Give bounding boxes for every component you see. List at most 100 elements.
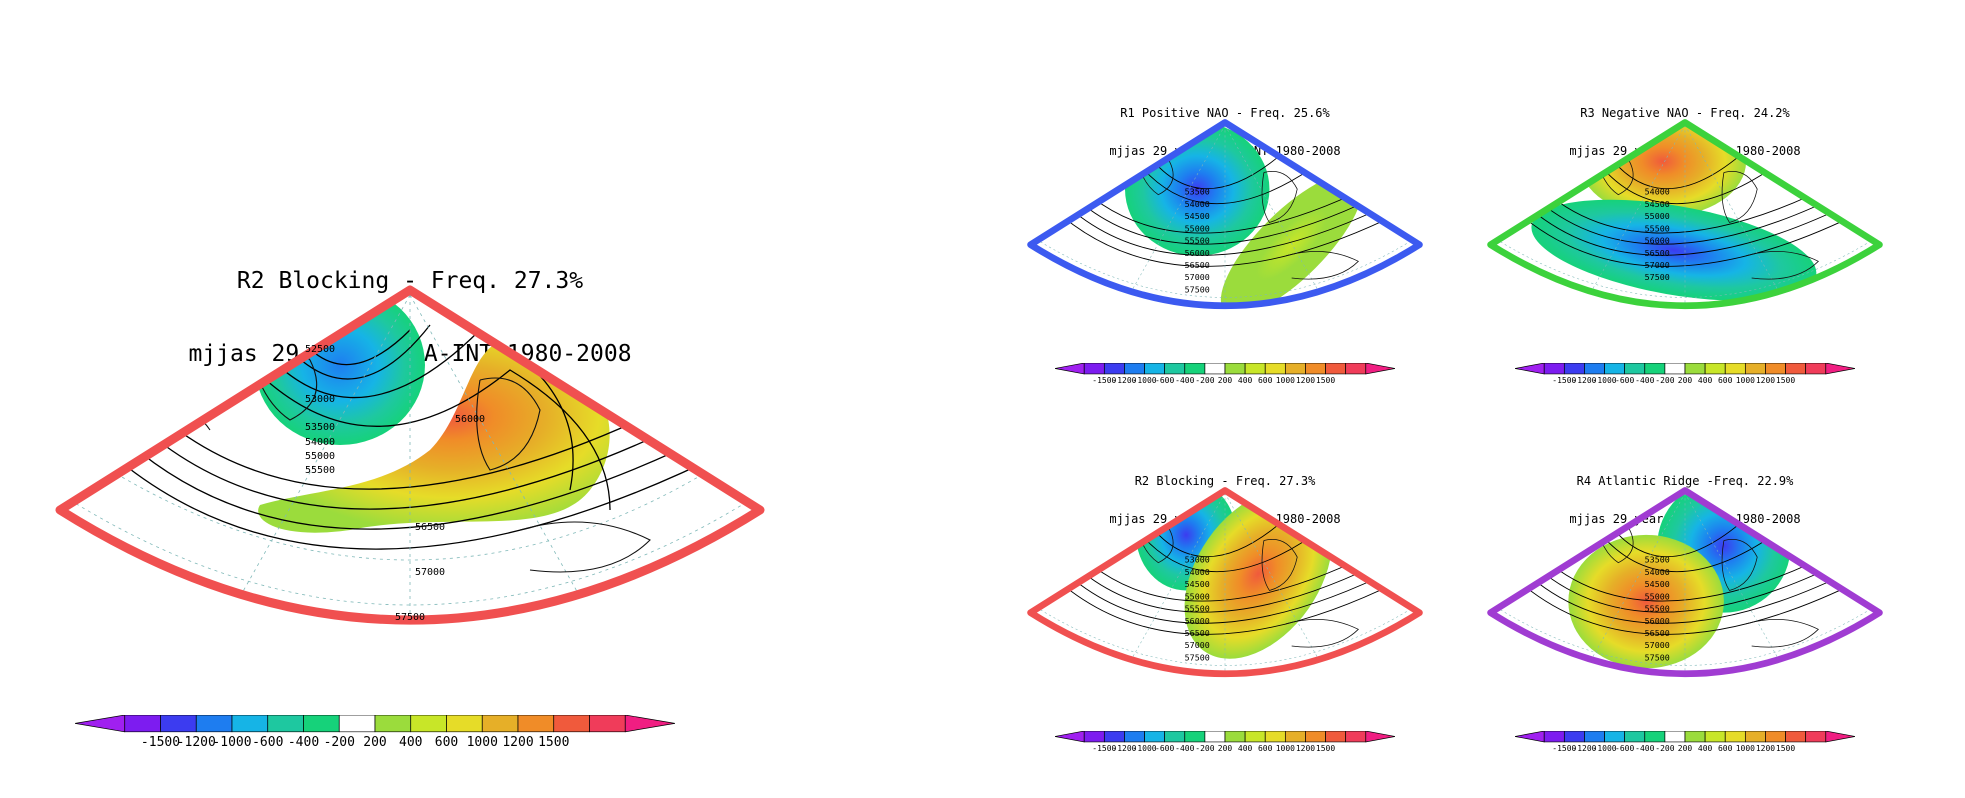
r2-colorbar: -1500-1200-1000-600 -400 -200 200 400 600 1000… — [1055, 731, 1395, 753]
r1-contour-label: 55500 — [1185, 236, 1210, 246]
r1-contour-label: 56000 — [1185, 248, 1210, 258]
main-colorbar-label: -1500 — [141, 735, 180, 750]
r3-colorbar-label: 600 — [1718, 376, 1733, 385]
r2-graticule — [1035, 493, 1415, 674]
main-contour-label: 53500 — [305, 422, 335, 433]
r2-map-frame — [1027, 487, 1423, 677]
r2-colorbar-swatch — [1345, 731, 1367, 743]
r3-contour-label: 54000 — [1645, 187, 1670, 197]
r2-contour-label: 55500 — [1185, 604, 1210, 614]
r3-colorbar-swatch — [1744, 363, 1766, 375]
r4-contour-label: 55500 — [1645, 604, 1670, 614]
r2-colorbar-swatch — [1124, 731, 1145, 743]
r3-colorbar-swatch — [1624, 363, 1646, 375]
r3-contour-label: 56500 — [1645, 248, 1670, 258]
main-colorbar-swatch — [267, 715, 304, 733]
r2-title-line1: R2 Blocking - Freq. 27.3% — [1134, 474, 1316, 489]
r2-contour-label: 57000 — [1185, 640, 1210, 650]
r3-colorbar-swatch — [1785, 363, 1807, 375]
r3-colorbar-label: -400 — [1635, 376, 1654, 385]
r4-colorbar-label: -600 — [1615, 744, 1634, 753]
r4-colorbar-swatch — [1563, 731, 1585, 743]
main-colorbar-swatch — [160, 715, 197, 733]
r1-colorbar-swatch — [1264, 363, 1286, 375]
r2-colorbar-label: 600 — [1258, 744, 1273, 753]
r4-colorbar-swatch — [1724, 731, 1746, 743]
r4-colorbar: -1500-1200-1000-600 -400 -200 200 400 600 1000… — [1515, 731, 1855, 753]
main-colorbar-swatch — [195, 715, 233, 733]
r4-colorbar-swatch — [1664, 731, 1686, 743]
r1-colorbar-swatch — [1224, 363, 1246, 375]
r2-colorbar-swatch — [1103, 731, 1125, 743]
r4-colorbar-label: 1000 — [1736, 744, 1755, 753]
main-contour-label: 54000 — [305, 437, 335, 448]
r2-colorbar-swatch — [1055, 731, 1085, 743]
r4-colorbar-swatch — [1624, 731, 1646, 743]
main-colorbar-swatch — [374, 715, 412, 733]
r4-map: 53500 54000 54500 55000 55500 56000 56500 57000… — [1487, 487, 1883, 677]
panel-r1: R1 Positive NAO - Freq. 25.6% mjjas 29 y… — [1025, 80, 1425, 400]
r4-colorbar-swatch — [1704, 731, 1726, 743]
r3-contour-label: 57000 — [1645, 260, 1670, 270]
r1-colorbar-label: 1000 — [1276, 376, 1295, 385]
r4-contour-label: 54000 — [1645, 567, 1670, 577]
r1-colorbar-label: 200 — [1218, 376, 1233, 385]
r4-contour-labels: 53500 54000 54500 55000 55500 56000 56500 57000… — [1645, 555, 1670, 663]
r4-colorbar-swatch — [1543, 731, 1565, 743]
main-contour-labels: 52500 53000 53500 54000 55000 55500 56000 56500… — [305, 344, 485, 623]
r1-contour-label: 57000 — [1185, 272, 1210, 282]
main-graticule — [69, 294, 751, 620]
r2-colorbar-label: 1500 — [1316, 744, 1335, 753]
r1-map-frame — [1027, 119, 1423, 309]
panel-r4: R4 Atlantic Ridge -Freq. 22.9% mjjas 29 … — [1485, 448, 1885, 768]
r4-colorbar-swatch — [1744, 731, 1766, 743]
r2-colorbar-swatch — [1365, 731, 1395, 743]
r4-title: R4 Atlantic Ridge -Freq. 22.9% mjjas 29 … — [1485, 450, 1885, 551]
main-title-line1: R2 Blocking - Freq. 27.3% — [236, 268, 584, 295]
r1-colorbar-swatch — [1083, 363, 1105, 375]
r1-contour-label: 57500 — [1185, 284, 1210, 294]
r3-contour-label: 56000 — [1645, 236, 1670, 246]
r4-colorbar-label: 200 — [1678, 744, 1693, 753]
r3-map: 54000 54500 55000 55500 56000 56500 57000 57500 — [1487, 119, 1883, 309]
r4-colorbar-label: -1200 — [1572, 744, 1596, 753]
panel-r2: R2 Blocking - Freq. 27.3% mjjas 29 years… — [1025, 448, 1425, 768]
r1-colorbar-label: -400 — [1175, 376, 1194, 385]
r1-colorbar-swatch — [1055, 363, 1085, 375]
r3-colorbar-label: 400 — [1698, 376, 1713, 385]
r1-colorbar-swatch — [1365, 363, 1395, 375]
r3-colorbar-label: 1000 — [1736, 376, 1755, 385]
r4-colorbar-swatch — [1604, 731, 1626, 743]
r4-colorbar-swatch — [1515, 731, 1545, 743]
r3-graticule — [1495, 125, 1875, 306]
r1-colorbar-swatch — [1124, 363, 1145, 375]
main-contour-label: 56000 — [455, 414, 485, 425]
r2-colorbar-label: 1200 — [1296, 744, 1315, 753]
r3-colorbar-swatch — [1724, 363, 1746, 375]
r1-graticule — [1035, 125, 1415, 306]
main-contour-label: 55000 — [305, 451, 335, 462]
r3-colorbar: -1500-1200-1000-600 -400 -200 200 400 600 1000… — [1515, 363, 1855, 385]
r3-colorbar-swatch — [1805, 363, 1827, 375]
main-colorbar-label: 200 — [363, 735, 386, 750]
r4-contour-label: 53500 — [1645, 555, 1670, 565]
r3-colorbar-swatch — [1644, 363, 1666, 375]
main-panel: R2 Blocking - Freq. 27.3% mjjas 29 years… — [50, 215, 770, 755]
main-contour-label: 55500 — [305, 465, 335, 476]
r1-colorbar-label: 600 — [1258, 376, 1273, 385]
main-map: 52500 53000 53500 54000 55000 55500 56000 56500… — [55, 285, 765, 625]
r3-colorbar-swatch — [1825, 363, 1855, 375]
main-colorbar: -1500-1200-1000 -600 -400 -200 200 400 600 1000… — [75, 715, 675, 750]
r2-colorbar-label: -1200 — [1112, 744, 1136, 753]
r2-contour-label: 57500 — [1185, 652, 1210, 662]
main-positive-anomaly — [258, 339, 610, 533]
r2-colorbar-swatch — [1325, 731, 1347, 743]
r4-colorbar-label: 600 — [1718, 744, 1733, 753]
r2-colorbar-swatch — [1144, 731, 1166, 743]
r4-colorbar-label: 1200 — [1756, 744, 1775, 753]
r3-colorbar-label: 1500 — [1776, 376, 1795, 385]
r1-colorbar: -1500-1200-1000-600 -400 -200 200 400 600 1000… — [1055, 363, 1395, 385]
r2-colorbar-label: -1000 — [1133, 744, 1157, 753]
r4-contour-label: 56500 — [1645, 628, 1670, 638]
r3-colorbar-swatch — [1684, 363, 1706, 375]
